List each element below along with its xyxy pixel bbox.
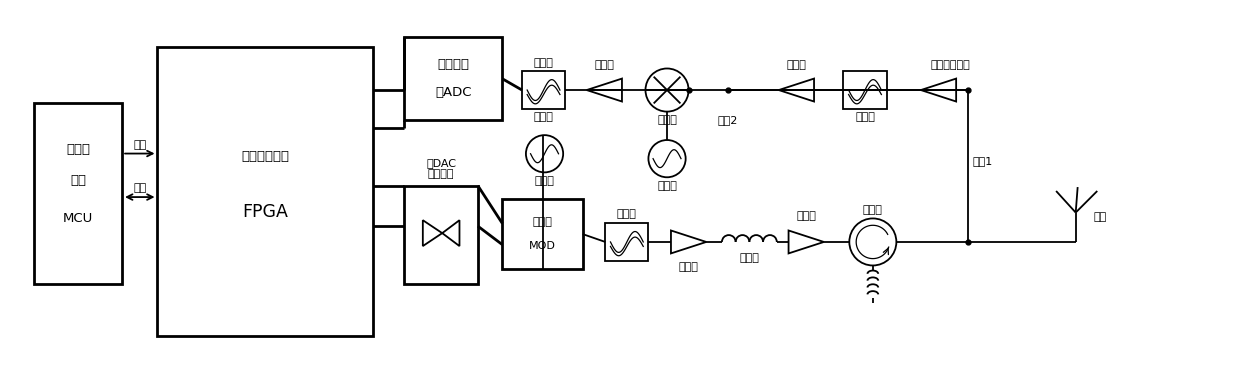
Text: 放大器: 放大器	[796, 211, 816, 221]
Bar	[157, 47, 373, 336]
Bar	[33, 103, 123, 284]
Bar	[605, 223, 649, 261]
Text: FPGA: FPGA	[242, 203, 288, 221]
Text: 数模转换: 数模转换	[428, 169, 454, 179]
Text: 振荡器: 振荡器	[534, 176, 554, 186]
Text: 开关1: 开关1	[973, 156, 993, 166]
Bar	[404, 37, 502, 120]
Text: 混频器: 混频器	[657, 115, 677, 125]
Text: 低噪声放大器: 低噪声放大器	[930, 59, 970, 70]
Text: MCU: MCU	[63, 212, 93, 225]
Text: 天线: 天线	[1094, 213, 1107, 223]
Text: 接插件: 接插件	[739, 253, 759, 263]
Text: 振荡器: 振荡器	[657, 181, 677, 191]
Text: 环形器: 环形器	[863, 205, 883, 215]
Text: 器ADC: 器ADC	[435, 86, 471, 99]
Text: 数字处理芯片: 数字处理芯片	[242, 150, 289, 163]
Text: 放大器: 放大器	[678, 263, 698, 272]
Bar	[502, 199, 583, 269]
Text: 微控制: 微控制	[66, 143, 91, 157]
Bar	[843, 71, 887, 109]
Text: 地址: 地址	[133, 140, 146, 150]
Bar	[522, 71, 565, 109]
Text: 放大器: 放大器	[594, 59, 614, 70]
Text: 放大器: 放大器	[533, 58, 553, 67]
Text: 滤波器: 滤波器	[618, 210, 637, 219]
Text: 滤波器: 滤波器	[856, 112, 875, 122]
Text: 滤波器: 滤波器	[533, 112, 553, 122]
Text: 调制器: 调制器	[533, 217, 553, 227]
Text: 数据: 数据	[133, 183, 146, 193]
Text: 开关2: 开关2	[718, 115, 738, 125]
Text: 放大器: 放大器	[786, 59, 806, 70]
Text: MOD: MOD	[529, 241, 556, 251]
Text: 单元: 单元	[69, 174, 86, 187]
Text: 器DAC: 器DAC	[427, 158, 456, 168]
Text: 模数转换: 模数转换	[438, 58, 470, 71]
Bar	[404, 186, 477, 284]
